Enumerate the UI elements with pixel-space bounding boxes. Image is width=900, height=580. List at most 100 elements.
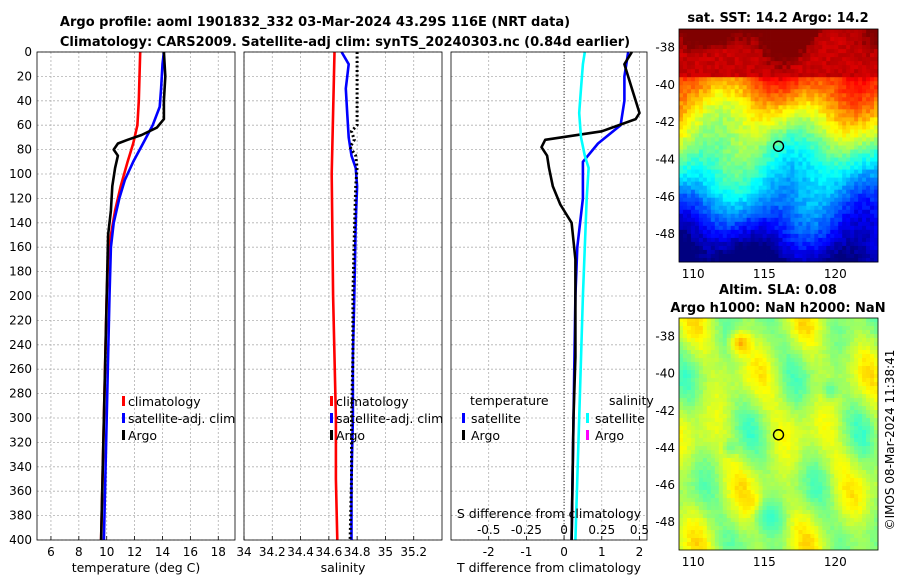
heatmap-cell — [774, 133, 779, 138]
heatmap-cell — [758, 338, 763, 343]
heatmap-cell — [782, 205, 787, 211]
heatmap-cell — [806, 189, 811, 195]
heatmap-cell — [830, 394, 835, 399]
heatmap-cell — [866, 197, 871, 203]
heatmap-cell — [798, 105, 803, 110]
heatmap-cell — [858, 450, 863, 455]
heatmap-cell — [726, 137, 732, 142]
heatmap-cell — [762, 161, 767, 166]
heatmap-cell — [710, 466, 716, 471]
heatmap-cell — [846, 105, 851, 110]
heatmap-cell — [702, 406, 708, 411]
heatmap-cell — [802, 205, 807, 211]
heatmap-cell — [734, 41, 740, 46]
heatmap-cell — [726, 181, 732, 187]
heatmap-cell — [742, 185, 748, 191]
heatmap-cell — [866, 462, 871, 467]
heatmap-cell — [682, 169, 688, 175]
heatmap-cell — [778, 113, 783, 118]
heatmap-cell — [802, 414, 807, 419]
heatmap-cell — [754, 366, 759, 371]
heatmap-cell — [750, 414, 756, 419]
heatmap-cell — [758, 113, 763, 118]
heatmap-cell — [742, 193, 748, 199]
heatmap-cell — [726, 37, 732, 42]
heatmap-cell — [682, 426, 688, 431]
heatmap-cell — [850, 33, 855, 38]
heatmap-cell — [786, 121, 791, 126]
heatmap-cell — [710, 241, 716, 247]
heatmap-cell — [862, 450, 867, 455]
heatmap-cell — [718, 113, 724, 118]
heatmap-cell — [810, 105, 815, 110]
heatmap-cell — [778, 109, 783, 114]
heatmap-cell — [758, 29, 763, 34]
heatmap-cell — [682, 153, 688, 158]
heatmap-cell — [862, 366, 867, 371]
heatmap-cell — [762, 145, 767, 150]
heatmap-cell — [834, 422, 839, 427]
heatmap-cell — [750, 57, 756, 62]
heatmap-cell — [762, 374, 767, 379]
heatmap-cell — [858, 53, 863, 58]
heatmap-cell — [818, 133, 823, 138]
heatmap-cell — [706, 422, 712, 427]
heatmap-cell — [826, 125, 831, 130]
heatmap-cell — [870, 358, 875, 363]
heatmap-cell — [686, 217, 692, 223]
heatmap-cell — [710, 173, 716, 179]
heatmap-cell — [754, 442, 759, 447]
heatmap-cell — [698, 406, 704, 411]
heatmap-cell — [806, 137, 811, 142]
heatmap-cell — [842, 109, 847, 114]
heatmap-cell — [698, 177, 704, 183]
heatmap-cell — [750, 350, 756, 355]
heatmap-cell — [686, 330, 692, 335]
heatmap-cell — [702, 350, 708, 355]
heatmap-cell — [858, 177, 863, 183]
heatmap-cell — [754, 422, 759, 427]
heatmap-cell — [866, 326, 871, 331]
heatmap-cell — [806, 450, 811, 455]
heatmap-cell — [750, 233, 756, 239]
heatmap-cell — [722, 430, 728, 435]
heatmap-cell — [698, 362, 704, 367]
heatmap-cell — [842, 398, 847, 403]
heatmap-cell — [738, 41, 744, 46]
heatmap-cell — [702, 462, 708, 467]
heatmap-cell — [842, 177, 847, 183]
heatmap-cell — [798, 97, 803, 102]
heatmap-cell — [762, 217, 767, 223]
heatmap-cell — [874, 137, 879, 142]
heatmap-cell — [686, 454, 692, 459]
heatmap-cell — [834, 450, 839, 455]
heatmap-cell — [746, 366, 752, 371]
heatmap-cell — [774, 217, 779, 223]
heatmap-cell — [754, 145, 759, 150]
heatmap-cell — [866, 358, 871, 363]
heatmap-cell — [750, 169, 756, 175]
heatmap-cell — [838, 89, 843, 94]
heatmap-cell — [686, 189, 692, 195]
heatmap-cell — [706, 342, 712, 347]
heatmap-cell — [846, 193, 851, 199]
heatmap-cell — [834, 410, 839, 415]
heatmap-cell — [682, 350, 688, 355]
heatmap-cell — [758, 442, 763, 447]
heatmap-cell — [694, 354, 700, 359]
heatmap-cell — [746, 374, 752, 379]
heatmap-cell — [706, 177, 712, 183]
heatmap-cell — [686, 97, 692, 102]
heatmap-cell — [870, 237, 875, 243]
heatmap-cell — [754, 73, 759, 78]
heatmap-cell — [746, 322, 752, 327]
heatmap-cell — [742, 113, 748, 118]
heatmap-cell — [714, 213, 720, 219]
heatmap-cell — [798, 410, 803, 415]
heatmap-cell — [758, 177, 763, 183]
heatmap-cell — [874, 101, 879, 106]
heatmap-cell — [874, 430, 879, 435]
heatmap-cell — [806, 201, 811, 207]
heatmap-cell — [710, 217, 716, 223]
heatmap-cell — [718, 382, 724, 387]
